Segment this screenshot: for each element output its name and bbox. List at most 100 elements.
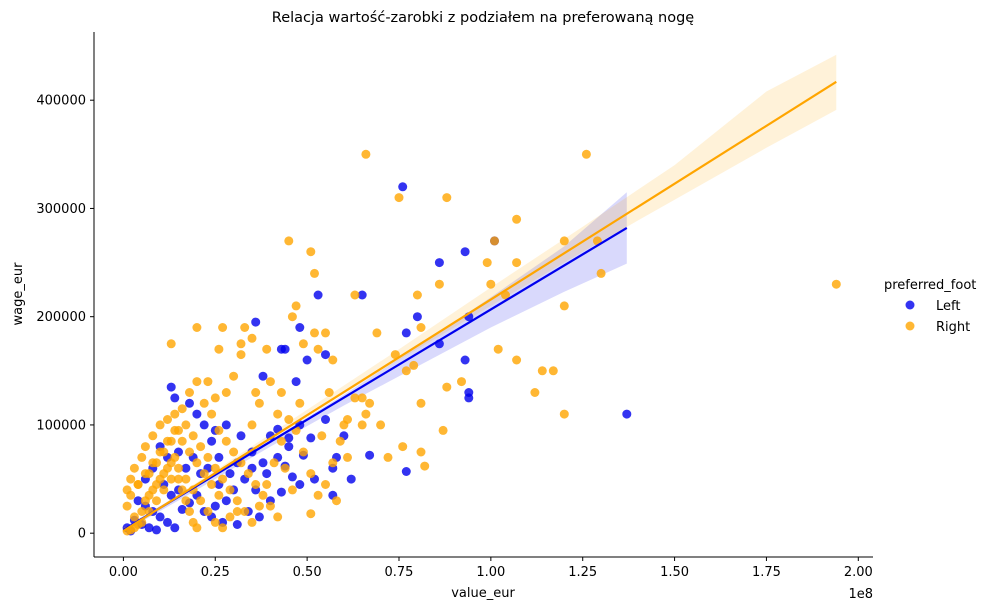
y-tick-label: 100000 [36,418,86,433]
point-right [409,360,419,370]
point-right [398,442,408,452]
point-left [214,452,224,462]
point-right [207,409,217,419]
legend-label-right: Right [936,320,970,335]
point-right [129,463,139,473]
point-right [332,496,341,506]
x-tick-label: 1.50 [660,565,689,580]
point-right [122,501,132,511]
point-right [276,436,286,446]
point-right [240,507,250,516]
point-right [273,409,283,419]
point-right [254,398,264,408]
point-right [210,517,220,527]
point-right [199,398,209,408]
point-left [236,431,246,441]
point-left [346,474,356,484]
point-left [464,393,474,403]
point-right [313,490,323,500]
x-tick-label: 2.00 [844,565,873,580]
point-right [181,420,191,430]
point-left [412,312,422,322]
point-right [537,366,547,376]
point-right [196,496,206,506]
regression-line-left [122,226,628,531]
point-left [133,496,143,506]
ci-band-right [123,54,837,533]
legend-title: preferred_foot [884,278,976,293]
regression-line-right [122,80,837,532]
point-right [203,452,213,462]
point-left [170,393,180,403]
point-right [284,415,294,424]
point-right [225,512,235,522]
point-right [328,355,338,365]
point-right [214,425,224,435]
point-left [262,469,272,479]
point-right [207,480,217,489]
point-right [185,447,194,457]
point-left [622,409,632,419]
point-right [350,290,360,300]
point-right [247,333,257,343]
point-right [284,236,294,246]
point-right [236,350,246,360]
y-tick-label: 0 [78,527,86,542]
point-right [306,469,316,479]
y-tick-label: 200000 [36,310,86,325]
x-tick-label: 0.75 [385,565,414,580]
point-left [284,442,294,452]
point-right [412,290,422,300]
point-left [291,377,301,387]
legend-label-left: Left [936,299,960,314]
point-right [163,415,172,424]
point-right [166,474,176,484]
point-right [137,452,147,462]
legend: preferred_foot Left Right [884,278,976,335]
point-right [126,474,136,484]
point-right [324,388,334,397]
point-right [214,490,224,500]
point-right [240,323,250,332]
point-right [361,149,371,159]
point-right [442,382,452,392]
point-right [559,236,569,246]
x-ticks: 0.00 0.25 0.50 0.75 1.00 1.25 1.50 1.75 2.00 [109,557,873,580]
point-right [416,323,426,332]
point-right [376,420,386,430]
point-right [254,501,264,511]
point-right [548,366,558,376]
point-right [365,398,375,408]
point-right [276,388,286,397]
point-right [416,447,426,457]
point-right [512,258,522,268]
point-right [174,474,183,484]
point-right [306,247,316,257]
x-tick-label: 0.50 [293,565,322,580]
point-right [343,452,352,462]
x-tick-label: 1.00 [476,565,505,580]
point-right [192,458,202,468]
point-right [258,490,268,500]
point-right [221,436,231,446]
y-tick-label: 300000 [36,202,86,217]
ci-bands [123,54,837,533]
point-right [416,398,426,408]
point-right [291,301,301,311]
point-right [251,388,261,397]
x-tick-label: 1.75 [752,565,781,580]
point-left [199,420,209,430]
point-left [401,328,411,338]
plot-area [122,54,841,536]
point-right [192,523,202,533]
point-right [486,279,496,289]
point-right [199,469,209,479]
point-right [229,371,239,381]
point-right [170,452,180,462]
y-tick-label: 400000 [36,94,86,109]
point-right [273,512,283,522]
point-left [280,344,290,354]
point-right [203,507,213,516]
point-right [243,469,253,479]
